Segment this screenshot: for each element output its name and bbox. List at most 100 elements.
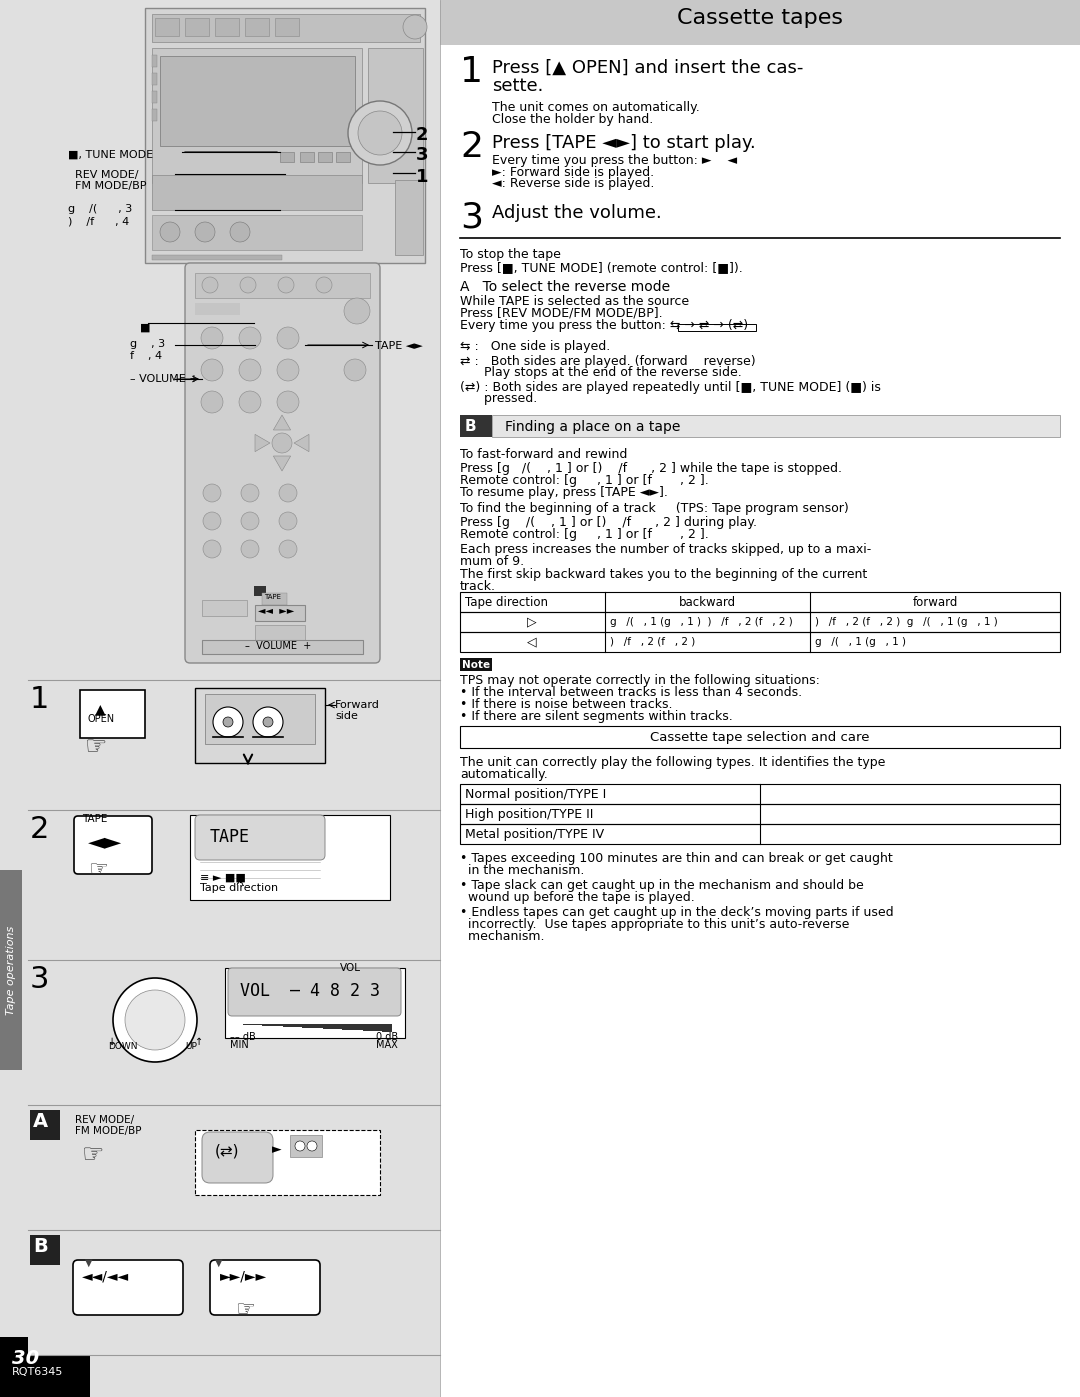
Text: ⇄ :   Both sides are played. (forward    reverse): ⇄ : Both sides are played. (forward reve… bbox=[460, 355, 756, 367]
Bar bbox=[190, 814, 390, 900]
Bar bbox=[28, 810, 440, 960]
Text: 2: 2 bbox=[460, 130, 483, 163]
Text: ◄◄/◄◄: ◄◄/◄◄ bbox=[82, 1270, 130, 1284]
Text: To find the beginning of a track     (TPS: Tape program sensor): To find the beginning of a track (TPS: T… bbox=[460, 502, 849, 515]
Circle shape bbox=[203, 511, 221, 529]
Text: Tape direction: Tape direction bbox=[465, 597, 548, 609]
Bar bbox=[306, 1024, 307, 1028]
Text: TAPE ◄►: TAPE ◄► bbox=[375, 341, 422, 351]
Bar bbox=[283, 1024, 285, 1027]
Circle shape bbox=[279, 483, 297, 502]
Circle shape bbox=[278, 277, 294, 293]
Circle shape bbox=[264, 717, 273, 726]
Bar bbox=[255, 605, 305, 622]
Text: Press [TAPE ◄►] to start play.: Press [TAPE ◄►] to start play. bbox=[492, 134, 756, 152]
Bar bbox=[376, 1024, 378, 1031]
Text: ■, TUNE MODE: ■, TUNE MODE bbox=[68, 149, 153, 161]
Circle shape bbox=[195, 222, 215, 242]
Text: ►: ► bbox=[272, 1143, 282, 1155]
Text: Press [■, TUNE MODE] (remote control: [■]).: Press [■, TUNE MODE] (remote control: [■… bbox=[460, 261, 743, 274]
Text: ◄: Reverse side is played.: ◄: Reverse side is played. bbox=[492, 177, 654, 190]
Bar bbox=[145, 8, 426, 263]
Circle shape bbox=[253, 707, 283, 738]
Circle shape bbox=[295, 1141, 305, 1151]
Text: REV MODE/: REV MODE/ bbox=[75, 1115, 134, 1125]
Circle shape bbox=[201, 359, 222, 381]
Text: pressed.: pressed. bbox=[460, 393, 537, 405]
Text: A   To select the reverse mode: A To select the reverse mode bbox=[460, 279, 670, 293]
Bar bbox=[225, 968, 405, 1038]
Bar bbox=[156, 18, 179, 36]
FancyBboxPatch shape bbox=[75, 816, 152, 875]
Bar bbox=[326, 1024, 328, 1028]
Bar bbox=[276, 1024, 279, 1027]
Text: 0 dB: 0 dB bbox=[376, 1032, 399, 1042]
Bar bbox=[323, 1024, 325, 1028]
Text: Adjust the volume.: Adjust the volume. bbox=[492, 204, 662, 222]
Text: High position/TYPE II: High position/TYPE II bbox=[465, 807, 593, 821]
Bar bbox=[339, 1024, 341, 1030]
Text: ☞: ☞ bbox=[85, 735, 107, 759]
Text: mum of 9.: mum of 9. bbox=[460, 555, 524, 569]
Text: • If there are silent segments within tracks.: • If there are silent segments within tr… bbox=[460, 710, 732, 724]
Bar bbox=[273, 1024, 275, 1025]
Text: VOL: VOL bbox=[340, 963, 361, 972]
Bar bbox=[245, 18, 269, 36]
Bar bbox=[272, 1024, 273, 1025]
Bar bbox=[185, 18, 210, 36]
Bar bbox=[275, 1024, 276, 1027]
Bar bbox=[352, 1024, 353, 1030]
Text: RQT6345: RQT6345 bbox=[12, 1368, 64, 1377]
Text: –– dB: –– dB bbox=[230, 1032, 256, 1042]
Bar bbox=[295, 1024, 296, 1027]
Bar bbox=[302, 1024, 303, 1028]
Text: UP: UP bbox=[185, 1042, 197, 1051]
Bar bbox=[195, 687, 325, 763]
Circle shape bbox=[239, 359, 261, 381]
Text: Cassette tape selection and care: Cassette tape selection and care bbox=[650, 731, 869, 743]
Text: Cassette tapes: Cassette tapes bbox=[677, 8, 843, 28]
Bar bbox=[460, 784, 1059, 805]
Bar bbox=[313, 1024, 315, 1028]
Text: ≡ ► ■■: ≡ ► ■■ bbox=[200, 873, 246, 883]
Bar bbox=[440, 0, 1080, 1397]
Bar bbox=[395, 180, 423, 256]
Bar bbox=[296, 1024, 298, 1027]
Text: Press [g    /(    , 1 ] or [)    /f      , 2 ] during play.: Press [g /( , 1 ] or [) /f , 2 ] during … bbox=[460, 515, 757, 529]
Text: The first skip backward takes you to the beginning of the current: The first skip backward takes you to the… bbox=[460, 569, 867, 581]
Text: Press [g   /(    , 1 ] or [)    /f      , 2 ] while the tape is stopped.: Press [g /( , 1 ] or [) /f , 2 ] while t… bbox=[460, 462, 842, 475]
Bar bbox=[28, 960, 440, 1105]
FancyBboxPatch shape bbox=[202, 1132, 273, 1183]
Text: Press [REV MODE/FM MODE/BP].: Press [REV MODE/FM MODE/BP]. bbox=[460, 307, 663, 320]
Bar bbox=[195, 303, 240, 314]
Text: A: A bbox=[33, 1112, 49, 1132]
Bar bbox=[298, 1024, 299, 1027]
Bar bbox=[291, 1134, 322, 1157]
Circle shape bbox=[201, 327, 222, 349]
Text: • If there is noise between tracks.: • If there is noise between tracks. bbox=[460, 698, 673, 711]
Bar bbox=[205, 694, 315, 745]
Bar bbox=[678, 324, 756, 331]
Circle shape bbox=[357, 110, 402, 155]
Text: • Tapes exceeding 100 minutes are thin and can break or get caught: • Tapes exceeding 100 minutes are thin a… bbox=[460, 852, 893, 865]
Circle shape bbox=[241, 511, 259, 529]
Bar bbox=[360, 1024, 362, 1031]
Text: TAPE: TAPE bbox=[82, 814, 107, 824]
Bar bbox=[368, 47, 423, 183]
Text: f    , 4: f , 4 bbox=[130, 351, 162, 360]
Text: Note: Note bbox=[462, 659, 490, 671]
Circle shape bbox=[272, 433, 292, 453]
Bar bbox=[320, 1024, 322, 1028]
Text: – VOLUME +: – VOLUME + bbox=[130, 374, 199, 384]
Bar bbox=[460, 726, 1059, 747]
Text: g   /(   , 1 (g   , 1 )  )   /f   , 2 (f   , 2 ): g /( , 1 (g , 1 ) ) /f , 2 (f , 2 ) bbox=[610, 617, 793, 627]
Text: 3: 3 bbox=[30, 965, 50, 995]
Text: 3: 3 bbox=[460, 200, 483, 235]
Text: )   /f   , 2 (f   , 2 )  g   /(   , 1 (g   , 1 ): ) /f , 2 (f , 2 ) g /( , 1 (g , 1 ) bbox=[815, 617, 998, 627]
Bar bbox=[0, 870, 22, 1070]
Circle shape bbox=[125, 990, 185, 1051]
Text: OPEN: OPEN bbox=[87, 714, 114, 724]
Bar bbox=[0, 1337, 90, 1397]
Bar bbox=[386, 1024, 388, 1031]
Bar bbox=[262, 1024, 264, 1025]
